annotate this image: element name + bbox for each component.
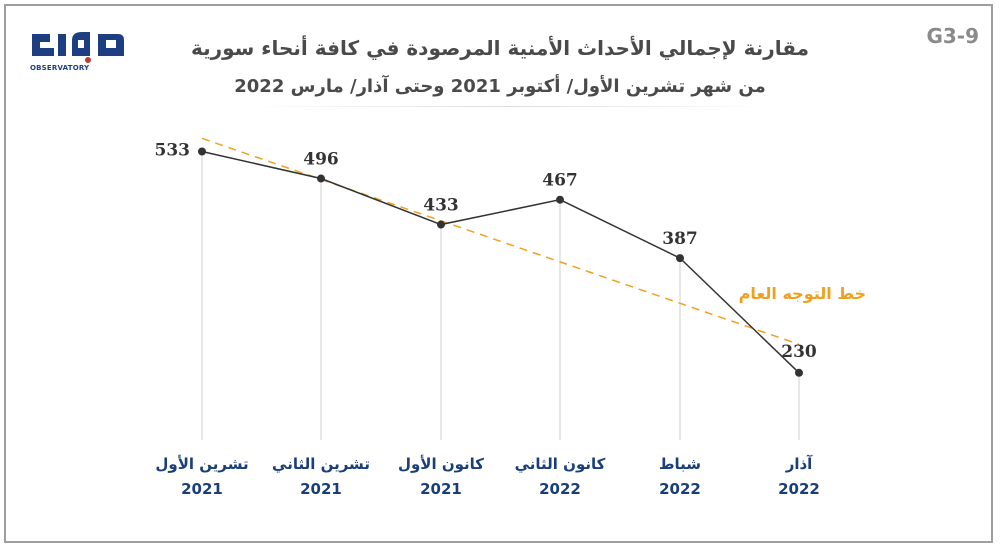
trendline-label: خط التوجه العام	[738, 284, 866, 303]
x-tick-year: 2022	[778, 480, 820, 498]
data-label: 467	[542, 171, 578, 191]
x-tick-month: كانون الأول	[397, 455, 485, 473]
series-line	[201, 150, 800, 374]
x-tick-year: 2021	[420, 480, 462, 498]
x-tick-year: 2021	[181, 480, 223, 498]
data-point	[437, 220, 445, 229]
logo-subtitle: OBSERVATORY	[30, 64, 90, 72]
observatory-logo: OBSERVATORY	[28, 26, 128, 76]
title-divider	[250, 106, 770, 107]
data-point	[795, 368, 803, 377]
chart-title: مقارنة لإجمالي الأحداث الأمنية المرصودة …	[190, 36, 810, 60]
x-tick-label: شباط 2022	[615, 452, 745, 502]
x-tick-label: كانون الثاني 2022	[495, 452, 625, 502]
x-tick-label: تشرين الأول 2021	[137, 452, 267, 502]
data-label: 230	[781, 342, 817, 362]
x-tick-label: كانون الأول 2021	[376, 452, 506, 502]
data-point	[317, 174, 325, 183]
x-tick-year: 2021	[300, 480, 342, 498]
figure-code: G3-9	[926, 24, 979, 48]
chart-subtitle: من شهر تشرين الأول/ أكتوبر 2021 وحتى آذا…	[234, 76, 766, 97]
data-point	[198, 147, 206, 156]
data-label: 387	[662, 229, 698, 249]
chart-frame	[4, 4, 993, 543]
data-point	[556, 195, 564, 204]
x-tick-month: آذار	[785, 455, 813, 473]
trendline	[201, 137, 800, 346]
x-tick-month: شباط	[658, 455, 702, 473]
data-point	[676, 254, 684, 263]
x-tick-month: تشرين الثاني	[272, 455, 370, 473]
x-tick-label: آذار 2022	[734, 452, 864, 502]
x-tick-month: كانون الثاني	[514, 455, 606, 473]
data-label: 496	[303, 150, 339, 170]
x-tick-year: 2022	[539, 480, 581, 498]
data-label: 433	[423, 196, 459, 216]
logo-mark	[32, 32, 124, 63]
x-tick-label: تشرين الثاني 2021	[256, 452, 386, 502]
x-tick-month: تشرين الأول	[155, 455, 249, 473]
x-tick-year: 2022	[659, 480, 701, 498]
data-label: 533	[155, 140, 191, 160]
